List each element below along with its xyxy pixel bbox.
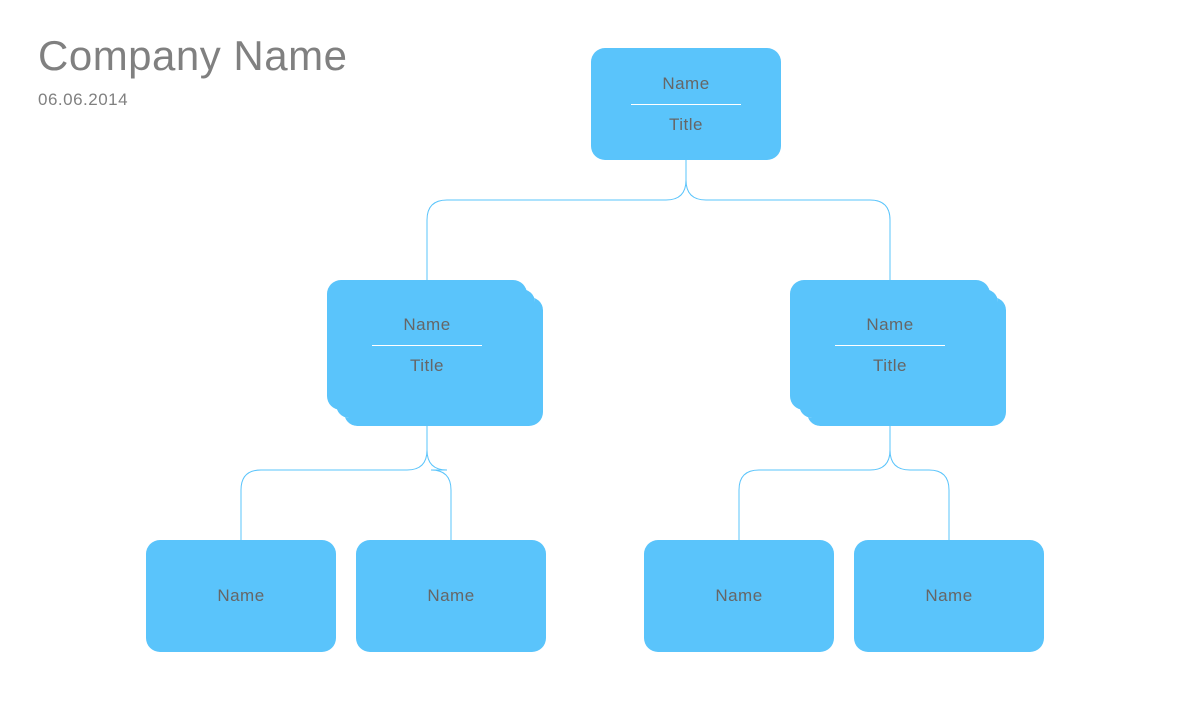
node-name: Name: [715, 586, 762, 606]
date: 06.06.2014: [38, 90, 347, 110]
node-divider: [835, 345, 945, 346]
header: Company Name 06.06.2014: [38, 32, 347, 110]
node-name: Name: [662, 74, 709, 94]
company-name: Company Name: [38, 32, 347, 80]
node-name: Name: [217, 586, 264, 606]
node-name: Name: [866, 315, 913, 335]
org-node-root: Name Title: [591, 48, 781, 160]
node-name: Name: [427, 586, 474, 606]
node-title: Title: [669, 115, 703, 135]
org-node-mid-right: Name Title: [790, 280, 990, 410]
node-name: Name: [925, 586, 972, 606]
org-node-leaf-4: Name: [854, 540, 1044, 652]
node-title: Title: [873, 356, 907, 376]
org-node-leaf-3: Name: [644, 540, 834, 652]
org-node-mid-left: Name Title: [327, 280, 527, 410]
org-node-leaf-1: Name: [146, 540, 336, 652]
node-title: Title: [410, 356, 444, 376]
node-divider: [631, 104, 741, 105]
node-name: Name: [403, 315, 450, 335]
org-node-leaf-2: Name: [356, 540, 546, 652]
node-divider: [372, 345, 482, 346]
